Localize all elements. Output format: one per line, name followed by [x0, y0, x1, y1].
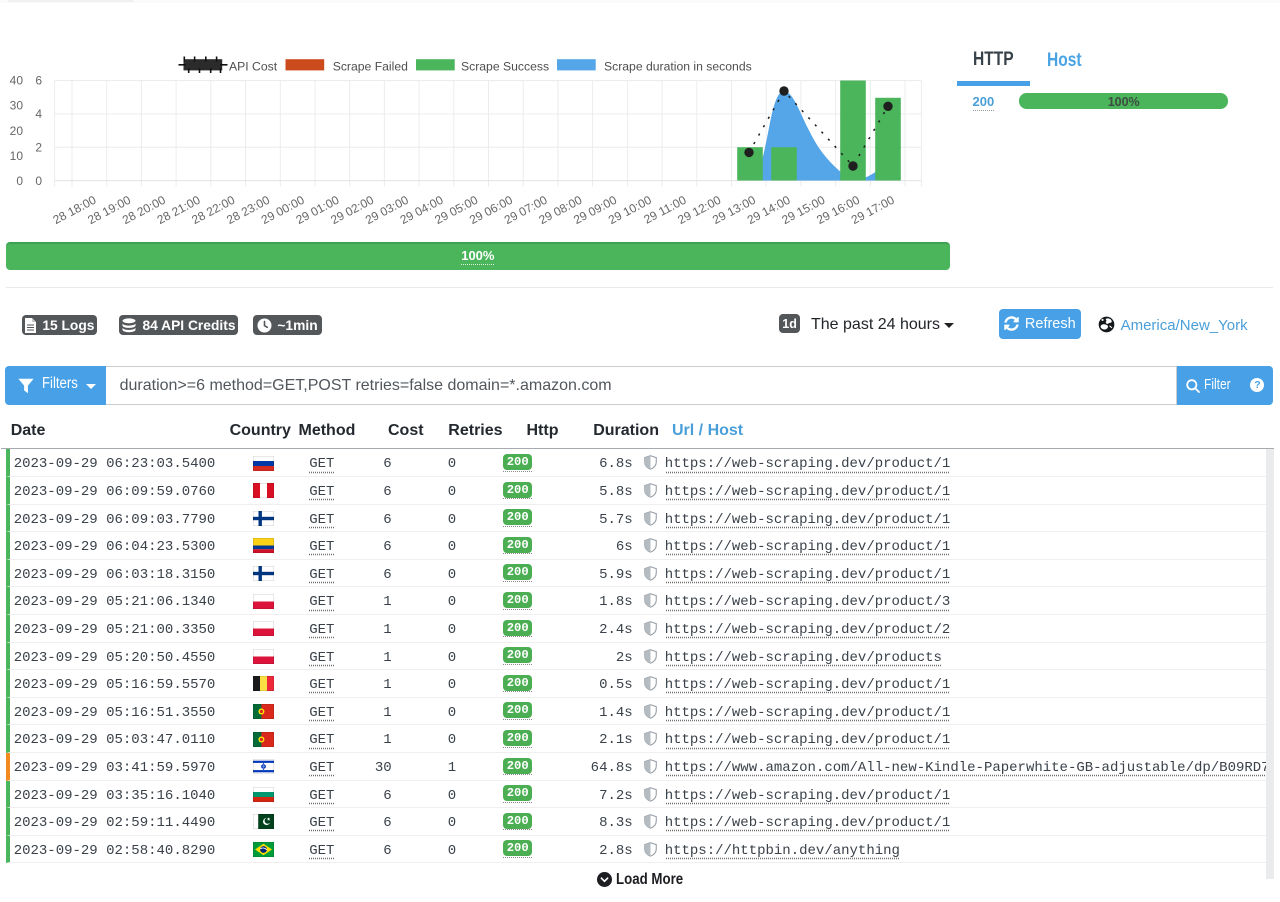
svg-text:20: 20: [10, 124, 24, 138]
svg-text:Scrape duration in seconds: Scrape duration in seconds: [604, 60, 752, 74]
svg-text:Scrape Failed: Scrape Failed: [333, 60, 408, 74]
svg-text:Scrape Success: Scrape Success: [461, 60, 549, 74]
svg-text:0: 0: [35, 174, 42, 188]
svg-text:40: 40: [10, 74, 24, 88]
svg-text:4: 4: [35, 107, 42, 121]
svg-text:6: 6: [35, 74, 42, 88]
svg-text:API Cost: API Cost: [229, 60, 278, 74]
svg-text:30: 30: [10, 99, 24, 113]
svg-text:0: 0: [16, 174, 23, 188]
svg-text:10: 10: [10, 149, 24, 163]
svg-text:2: 2: [35, 141, 42, 155]
